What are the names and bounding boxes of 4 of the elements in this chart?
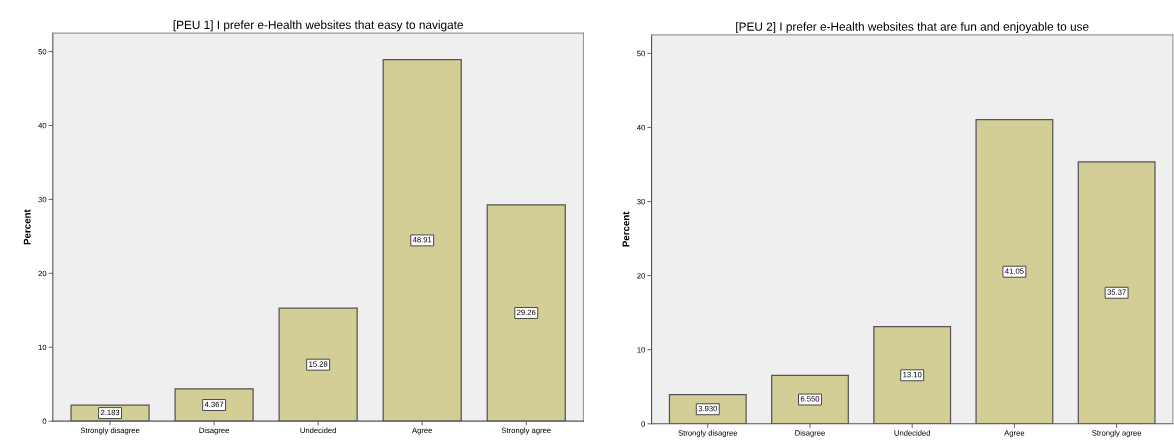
y-axis-title: Percent: [23, 209, 31, 245]
chart-title: [PEU 1] I prefer e-Health websites that easy to navigate: [173, 20, 463, 32]
y-axis-title: Percent: [622, 211, 630, 247]
chart-title: [PEU 2] I prefer e-Health websites that are fun and enjoyable to use: [736, 22, 1089, 34]
